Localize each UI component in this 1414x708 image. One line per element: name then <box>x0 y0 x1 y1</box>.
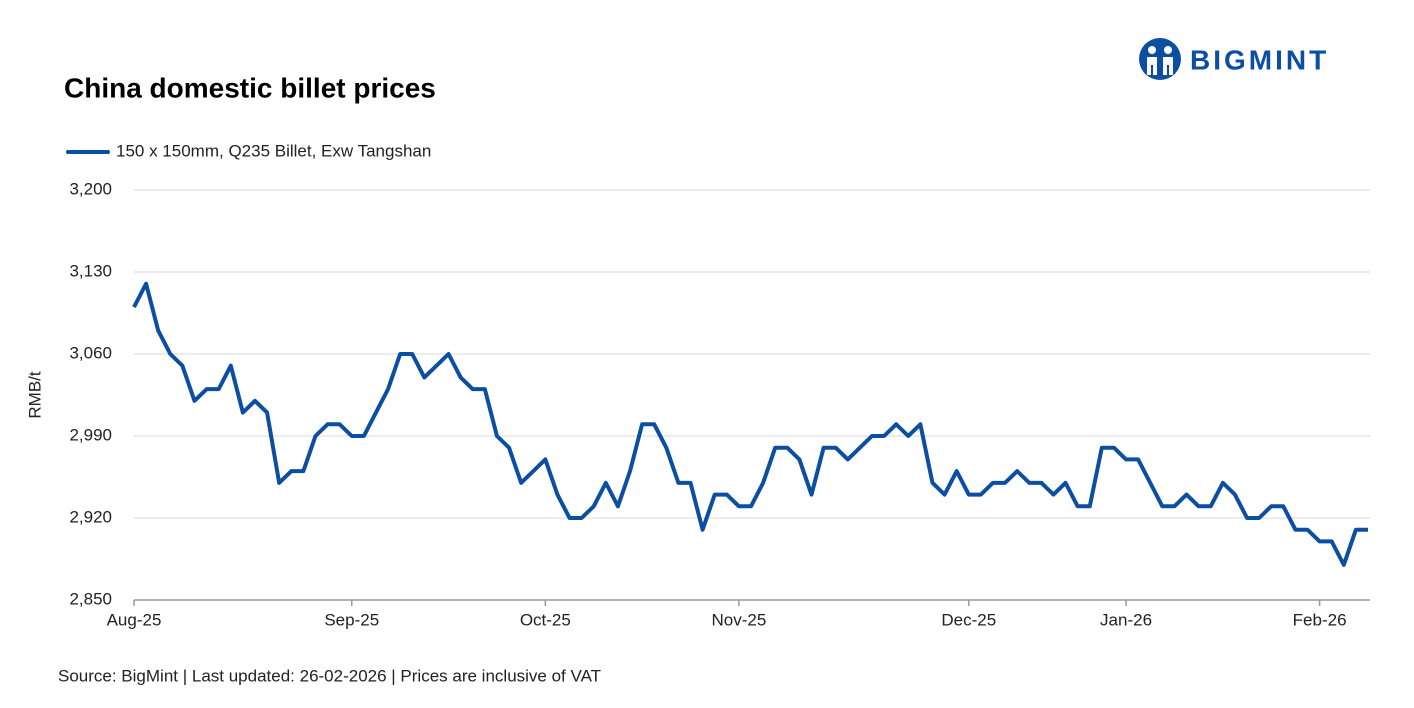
x-tick-label: Aug-25 <box>107 610 162 629</box>
x-tick-label: Nov-25 <box>711 610 766 629</box>
logo-text: BIGMINT <box>1190 44 1329 75</box>
x-tick-label: Dec-25 <box>941 610 996 629</box>
y-tick-label: 3,060 <box>69 343 112 362</box>
logo-icon-part <box>1164 46 1172 54</box>
x-tick-label: Sep-25 <box>324 610 379 629</box>
series-line <box>132 281 1368 567</box>
x-tick-label: Jan-26 <box>1100 610 1152 629</box>
x-tick-label: Feb-26 <box>1293 610 1347 629</box>
legend-label: 150 x 150mm, Q235 Billet, Exw Tangshan <box>116 141 431 160</box>
y-axis-label: RMB/t <box>25 371 44 419</box>
y-tick-label: 3,200 <box>69 179 112 198</box>
logo-icon-part <box>1148 46 1156 54</box>
logo-icon-part <box>1147 57 1173 75</box>
y-tick-label: 3,130 <box>69 261 112 280</box>
y-tick-label: 2,990 <box>69 425 112 444</box>
logo-icon <box>1139 38 1181 80</box>
logo: BIGMINT <box>1139 38 1329 80</box>
x-tick-label: Oct-25 <box>520 610 571 629</box>
chart-title: China domestic billet prices <box>64 72 436 103</box>
source-note: Source: BigMint | Last updated: 26-02-20… <box>58 666 601 685</box>
y-tick-label: 2,920 <box>69 507 112 526</box>
y-tick-label: 2,850 <box>69 589 112 608</box>
